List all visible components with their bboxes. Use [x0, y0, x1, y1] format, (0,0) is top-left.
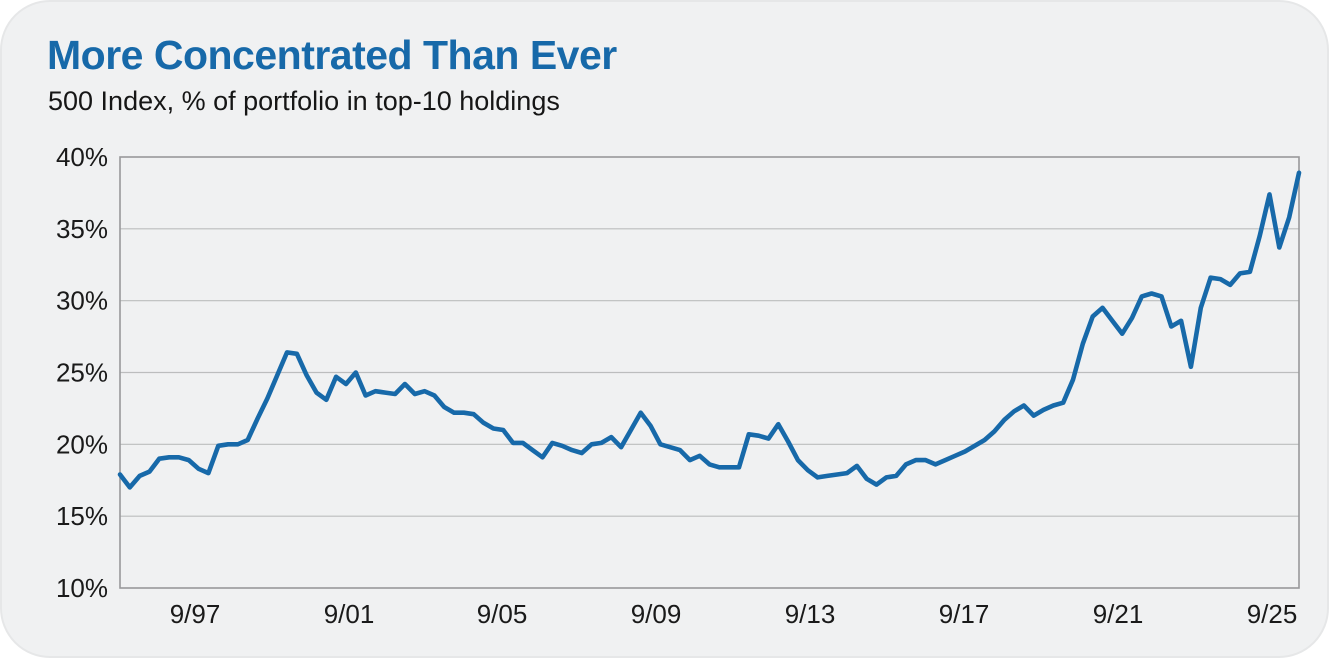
y-axis-tick-label: 40%: [56, 142, 108, 172]
x-axis-tick-label: 9/01: [324, 599, 375, 629]
plot-border: [119, 156, 1300, 589]
y-axis-tick-label: 15%: [56, 501, 108, 531]
x-axis-tick-label: 9/09: [631, 599, 682, 629]
x-axis-tick-label: 9/17: [939, 599, 990, 629]
y-axis-tick-label: 35%: [56, 214, 108, 244]
y-axis-tick-label: 20%: [56, 429, 108, 459]
x-axis-tick-label: 9/25: [1247, 599, 1298, 629]
y-axis-tick-label: 10%: [56, 573, 108, 603]
x-axis-tick-label: 9/13: [785, 599, 836, 629]
x-axis-tick-label: 9/21: [1093, 599, 1144, 629]
y-axis-tick-label: 30%: [56, 286, 108, 316]
x-axis-tick-label: 9/05: [477, 599, 528, 629]
y-axis-tick-label: 25%: [56, 358, 108, 388]
x-axis-tick-label: 9/97: [170, 599, 221, 629]
chart-subtitle: 500 Index, % of portfolio in top-10 hold…: [48, 86, 560, 116]
chart-title: More Concentrated Than Ever: [47, 32, 617, 78]
series-line: [117, 170, 1302, 490]
